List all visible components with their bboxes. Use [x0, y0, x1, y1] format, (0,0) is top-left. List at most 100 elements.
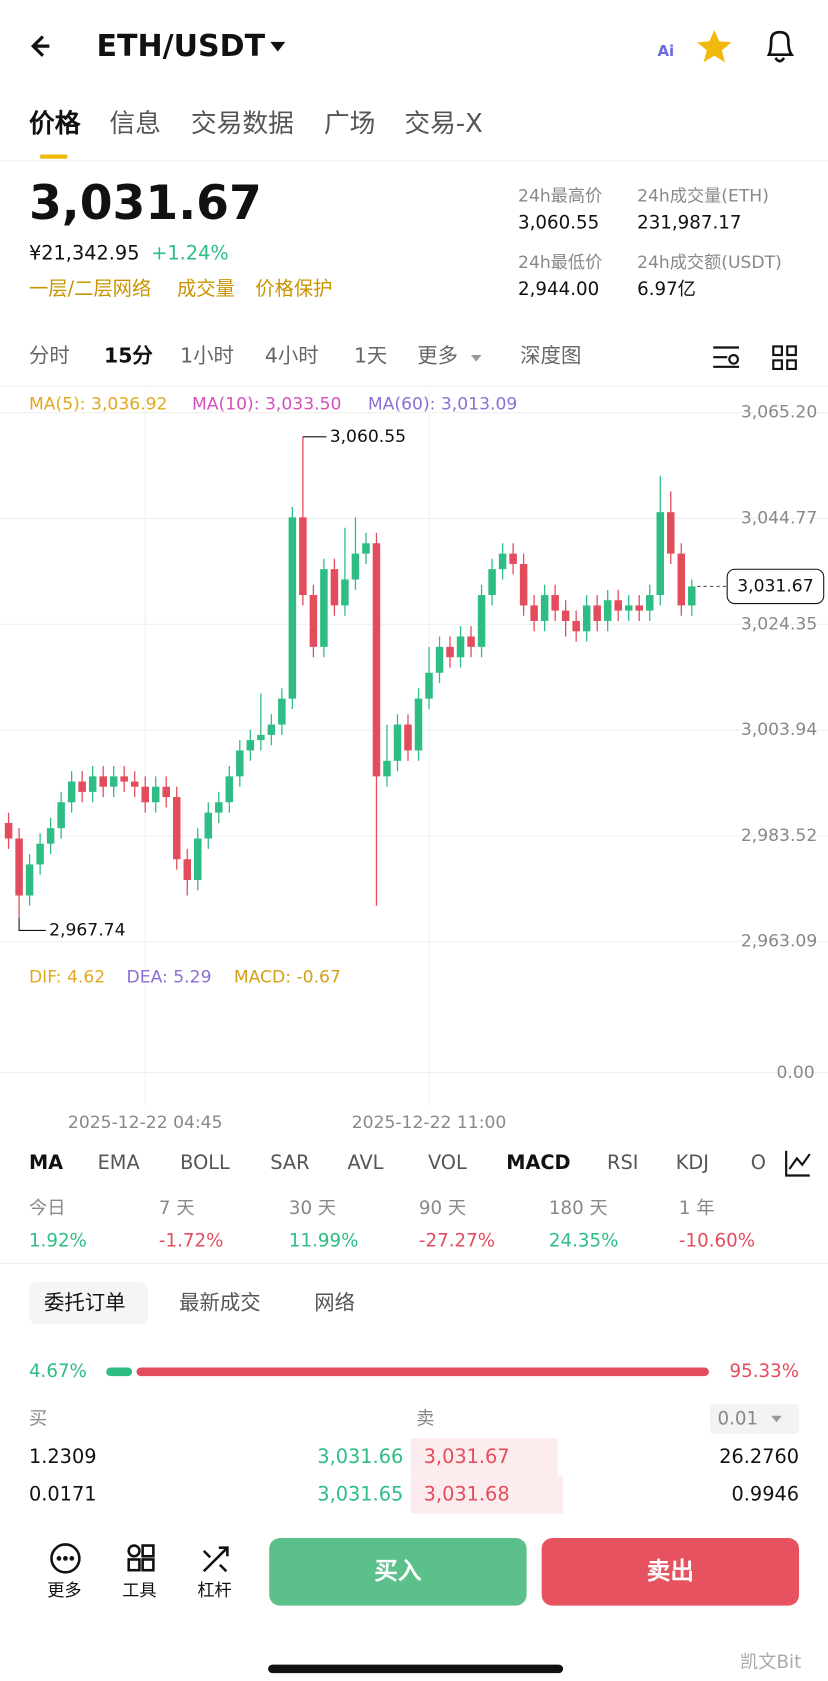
order-tab[interactable]: 委托订单 — [43, 1291, 126, 1315]
candle-body — [656, 512, 665, 596]
precision[interactable]: 0.01 — [717, 1408, 759, 1430]
candle-body — [267, 724, 276, 735]
stat-label: 24h最高价 — [518, 185, 603, 206]
indicator[interactable]: SAR — [270, 1151, 310, 1175]
indicator[interactable]: KDJ — [675, 1151, 709, 1175]
y-tick-label: 2,983.52 — [741, 826, 817, 846]
stat-value: 3,060.55 — [518, 212, 600, 234]
interval[interactable]: 分时 — [28, 344, 70, 368]
order-tab[interactable]: 网络 — [314, 1291, 356, 1315]
candle-body — [4, 822, 13, 839]
buy-ratio: 4.67% — [28, 1361, 87, 1383]
candle-body — [194, 838, 202, 880]
stat-value: 231,987.17 — [637, 212, 742, 234]
macd-legend: DEA: 5.29 — [126, 966, 212, 987]
candle-body — [509, 553, 517, 564]
candle-body — [677, 553, 686, 606]
back-icon[interactable] — [30, 35, 50, 57]
action-label[interactable]: 更多 — [47, 1579, 82, 1601]
interval[interactable]: 1天 — [353, 344, 388, 368]
buy-label[interactable]: 买入 — [374, 1558, 422, 1586]
y-tick-label: 3,003.94 — [741, 720, 817, 740]
candle-body — [141, 786, 149, 803]
interval[interactable]: 1小时 — [180, 344, 234, 368]
tab[interactable]: 交易-X — [404, 108, 483, 139]
buy-button[interactable] — [269, 1538, 527, 1606]
sell-label[interactable]: 卖出 — [646, 1558, 694, 1586]
interval[interactable]: 4小时 — [264, 344, 319, 368]
indicator[interactable]: O — [750, 1154, 766, 1174]
candle-body — [667, 512, 675, 554]
indicator-settings-icon[interactable] — [785, 1150, 811, 1177]
y-tick-label: 2,963.09 — [741, 932, 817, 952]
candle-body — [183, 859, 192, 880]
indicator[interactable]: RSI — [607, 1151, 639, 1175]
link[interactable]: 价格保护 — [255, 277, 333, 301]
indicator[interactable]: MA — [28, 1151, 64, 1175]
candle-body — [67, 781, 76, 803]
candle-body — [15, 838, 23, 896]
indicator[interactable]: MACD — [506, 1151, 571, 1175]
more-caret — [470, 355, 482, 362]
bid-price: 3,031.66 — [317, 1445, 404, 1469]
ma-legend: MA(60): 3,013.09 — [367, 393, 518, 415]
tab[interactable]: 交易数据 — [190, 108, 294, 139]
candle-body — [351, 553, 360, 580]
tab[interactable]: 广场 — [323, 108, 376, 139]
link[interactable]: 一层/二层网络 — [28, 277, 152, 301]
stat-value: 2,944.00 — [518, 278, 600, 301]
candle-body — [109, 776, 118, 787]
sell-button[interactable] — [541, 1538, 800, 1606]
perf-value: -1.72% — [158, 1230, 224, 1252]
layout-icon[interactable] — [772, 345, 797, 371]
candle-body — [540, 595, 549, 621]
y-tick-label: 3,065.20 — [741, 403, 817, 423]
candle-body — [435, 646, 444, 673]
candle-body — [404, 724, 412, 751]
interval[interactable]: 15分 — [104, 344, 153, 368]
bell-icon[interactable] — [766, 30, 795, 63]
buy-ratio-bar — [106, 1367, 133, 1377]
price-chart: 3,065.20 3,044.77 3,024.35 3,003.94 2,983.52… — [0, 391, 828, 1377]
tools-icon[interactable] — [127, 1544, 155, 1572]
candle-body — [341, 579, 349, 606]
candle-body — [120, 776, 128, 782]
candle-body — [173, 797, 181, 860]
star-icon[interactable] — [697, 30, 732, 63]
indicator[interactable]: EMA — [97, 1151, 140, 1175]
candle-body — [330, 569, 339, 606]
pair[interactable]: ETH/USDT — [96, 27, 266, 64]
candle-body — [456, 636, 465, 658]
precision-box[interactable] — [710, 1403, 800, 1434]
action-label[interactable]: 杠杆 — [197, 1579, 232, 1601]
interval[interactable]: 更多 — [417, 344, 458, 368]
leverage-icon[interactable] — [202, 1546, 229, 1573]
interval[interactable]: 深度图 — [520, 344, 582, 368]
tab[interactable]: 信息 — [109, 108, 161, 139]
ai-icon[interactable]: Ai — [657, 42, 674, 60]
candle-body — [299, 517, 307, 596]
order-tab[interactable]: 最新成交 — [179, 1291, 261, 1315]
perf-period: 7 天 — [158, 1198, 195, 1220]
candle-body — [582, 605, 591, 632]
change: +1.24% — [151, 242, 229, 265]
indicator[interactable]: VOL — [427, 1151, 467, 1175]
candle-body — [130, 781, 139, 787]
indicator[interactable]: BOLL — [180, 1151, 230, 1175]
dropdown-icon[interactable] — [270, 41, 286, 52]
candle-body — [477, 595, 486, 647]
link[interactable]: 成交量 — [176, 277, 235, 301]
ask-header: 卖 — [416, 1408, 435, 1430]
tab[interactable]: 价格 — [28, 108, 81, 139]
macd-zero-label: 0.00 — [776, 1061, 815, 1083]
action-label[interactable]: 工具 — [122, 1579, 157, 1601]
indicator[interactable]: AVL — [347, 1151, 384, 1175]
candle-body — [151, 786, 160, 803]
ask-qty: 0.9946 — [731, 1483, 800, 1506]
ask-price: 3,031.68 — [423, 1483, 510, 1506]
chart-settings-icon[interactable] — [713, 346, 739, 368]
bid-qty: 1.2309 — [28, 1445, 97, 1469]
candle-body — [383, 760, 391, 777]
candle-body — [362, 543, 370, 554]
more-icon[interactable] — [50, 1543, 81, 1574]
